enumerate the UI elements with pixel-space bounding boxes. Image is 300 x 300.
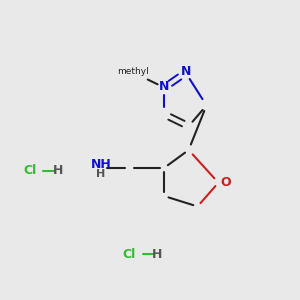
Text: N: N xyxy=(159,80,169,93)
Text: H: H xyxy=(152,248,163,260)
Text: H: H xyxy=(53,164,63,177)
Text: H: H xyxy=(96,169,106,179)
Text: NH: NH xyxy=(91,158,111,171)
Text: methyl: methyl xyxy=(117,67,148,76)
Text: Cl: Cl xyxy=(123,248,136,260)
Text: O: O xyxy=(220,176,231,189)
Text: Cl: Cl xyxy=(23,164,36,177)
Text: N: N xyxy=(181,65,191,78)
